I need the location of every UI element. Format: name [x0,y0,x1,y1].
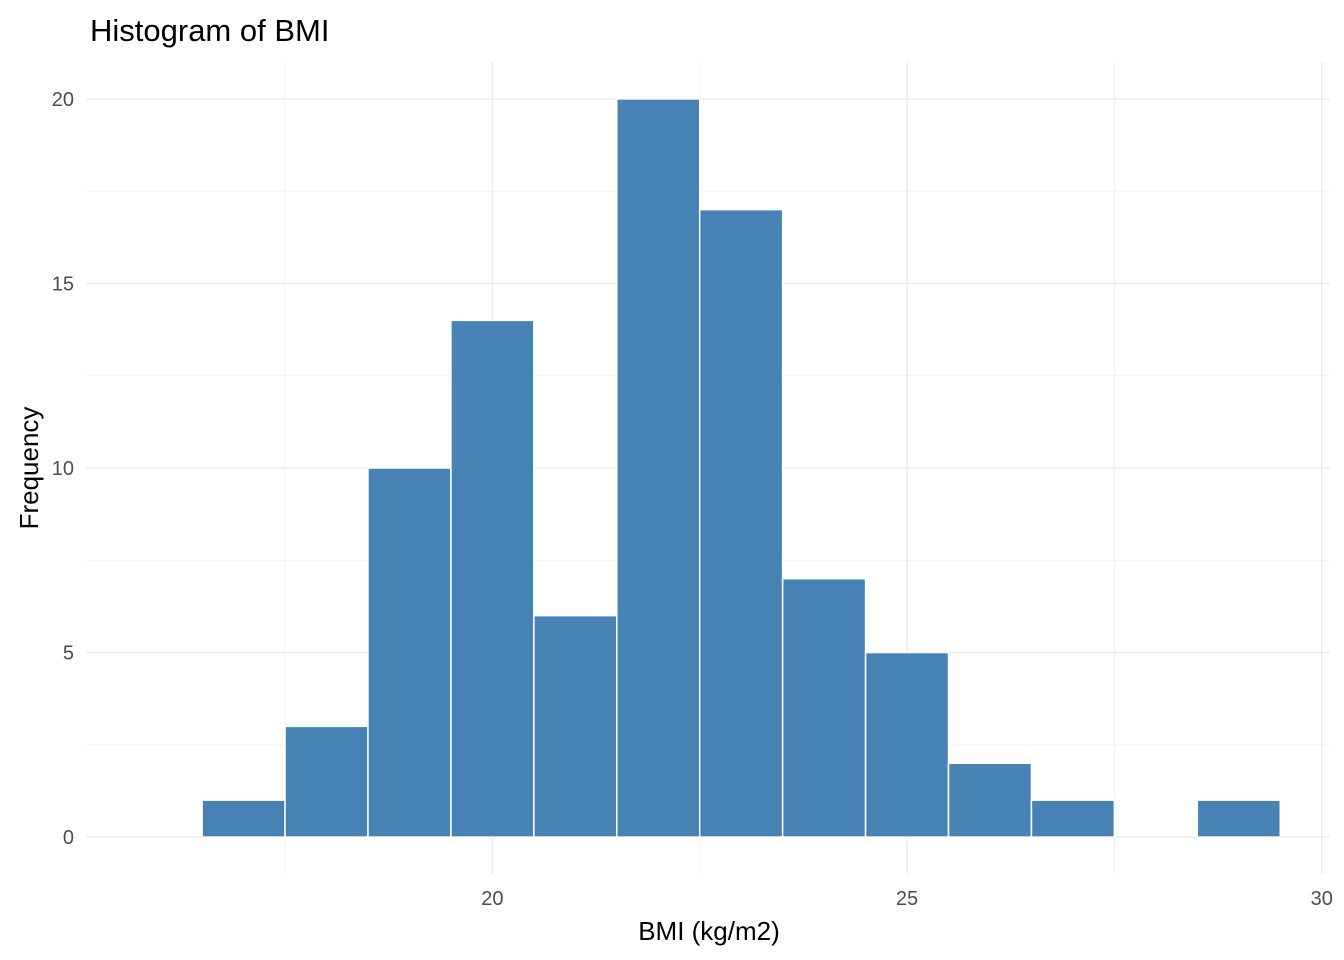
histogram-bar [781,577,867,838]
histogram-bar [533,614,618,838]
histogram-bar [698,208,784,838]
histogram-bar [1196,799,1281,838]
y-tick-label: 0 [63,827,74,849]
y-tick-label: 10 [52,458,74,480]
x-tick-label: 20 [481,888,503,910]
histogram-bar [1030,799,1116,838]
histogram-bar [450,319,535,838]
y-axis-label: Frequency [14,407,44,530]
histogram-bar [367,467,452,838]
y-axis-ticks: 0 5 10 15 20 [52,89,74,849]
histogram-bar [616,98,701,838]
x-axis-ticks: 20 25 30 [481,888,1333,910]
chart-title: Histogram of BMI [90,13,329,48]
x-tick-label: 25 [896,888,918,910]
histogram-bar [284,725,369,838]
y-tick-label: 5 [63,643,74,665]
bars [201,98,1281,838]
histogram-bar [947,762,1033,838]
histogram-bar [201,799,286,838]
x-axis-label: BMI (kg/m2) [638,916,780,946]
x-tick-label: 30 [1311,888,1333,910]
histogram-bar [864,651,950,838]
y-tick-label: 20 [52,89,74,111]
y-tick-label: 15 [52,273,74,295]
